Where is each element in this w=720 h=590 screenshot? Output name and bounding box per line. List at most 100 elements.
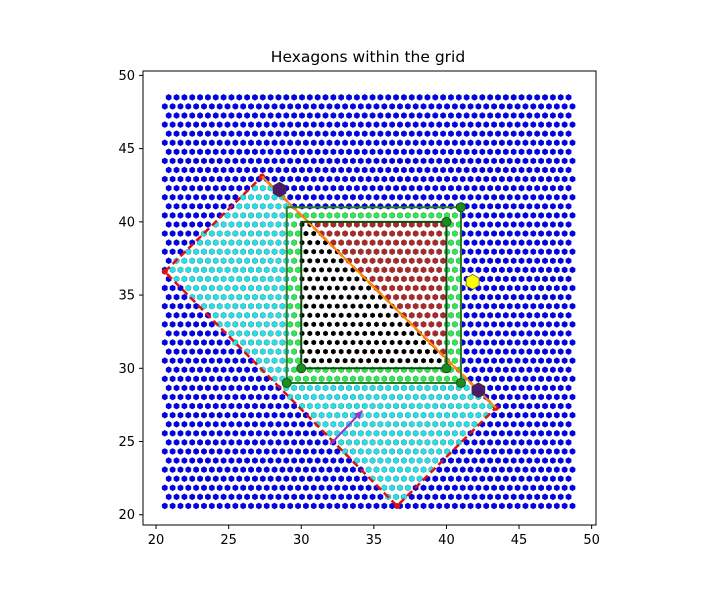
hex-frame [357,212,364,219]
hex-outside [487,203,494,210]
hex-outside [499,266,505,274]
hex-square [181,275,188,283]
hex-outside [201,103,207,110]
hex-outside [483,121,490,128]
hex-square [412,466,419,473]
hex-outside [499,484,505,492]
hex-outside [499,157,505,165]
hex-square [346,402,352,410]
hex-square [259,239,266,246]
hex-upper-triangle [424,311,431,319]
hex-outside [538,121,544,128]
hex-outside [189,94,196,101]
hex-outside [161,375,168,383]
hex-outside [173,203,180,210]
hex-outside [550,402,556,410]
hex-outside [526,439,533,446]
hex-outside [557,239,564,246]
hex-outside [459,193,466,201]
hex-outside [514,230,521,237]
hex-lower-triangle [338,293,345,301]
hex-outside [491,139,497,147]
hex-outside [448,457,454,464]
hex-lower-triangle [357,357,364,365]
hex-square [393,384,399,392]
hex-upper-triangle [338,239,345,246]
hex-outside [181,130,188,137]
hex-square [385,475,392,483]
hex-outside [236,184,243,192]
hex-outside [252,130,258,137]
hex-outside [299,166,305,174]
hex-frame [291,330,298,337]
hex-outside [416,112,423,119]
hex-outside [220,112,227,119]
hex-outside [185,502,192,510]
hex-outside [165,94,172,101]
hex-square [428,393,435,401]
hex-outside [424,184,431,192]
hex-outside [326,175,333,183]
hex-square [306,384,313,392]
hex-square [220,239,227,246]
hex-outside [201,430,207,437]
hex-outside [354,166,360,174]
hex-outside [526,148,533,156]
hex-upper-triangle [408,293,415,301]
hex-square [334,393,341,401]
hex-upper-triangle [424,330,431,337]
hex-square [259,257,266,265]
hex-outside [487,457,494,464]
hex-outside [228,475,235,483]
hex-outside [424,94,431,101]
hex-outside [483,484,490,492]
hex-outside [212,166,219,174]
hex-square [232,302,239,310]
y-tick-label: 20 [118,508,135,523]
hex-outside [557,112,564,119]
hex-outside [542,493,548,501]
hex-outside [432,184,439,192]
hex-outside [530,321,537,328]
hex-square [205,275,211,283]
hex-outside [530,357,537,364]
special-hexagon [465,274,480,290]
hex-outside [169,357,176,364]
hex-outside [338,475,345,483]
hex-outside [557,94,564,101]
hex-lower-triangle [334,357,341,365]
hex-outside [479,221,486,228]
hex-outside [189,439,196,446]
hex-outside [165,293,172,301]
hex-square [401,457,407,464]
hex-outside [197,457,203,464]
hex-outside [197,221,203,228]
hex-square [220,275,227,283]
hex-square [428,411,435,419]
hex-lower-triangle [357,320,364,328]
hex-outside [169,321,176,328]
hex-outside [542,239,548,246]
hex-square [432,384,439,392]
hex-outside [546,466,552,473]
hex-outside [357,484,364,492]
hex-outside [534,130,541,137]
hex-upper-triangle [385,275,392,283]
hex-outside [526,457,533,464]
hex-outside [534,493,541,501]
hex-outside [181,348,188,355]
hex-outside [263,121,270,128]
hex-outside [220,166,227,174]
hex-upper-triangle [357,248,364,256]
hex-outside [193,484,200,492]
hex-square [212,275,219,283]
hex-lower-triangle [349,302,356,310]
hex-lower-triangle [377,311,384,319]
hex-square [263,321,270,328]
hex-outside [534,420,541,428]
hex-frame [342,375,348,383]
hex-outside [357,139,364,147]
hex-lower-triangle [330,293,337,301]
hex-outside [161,339,168,346]
